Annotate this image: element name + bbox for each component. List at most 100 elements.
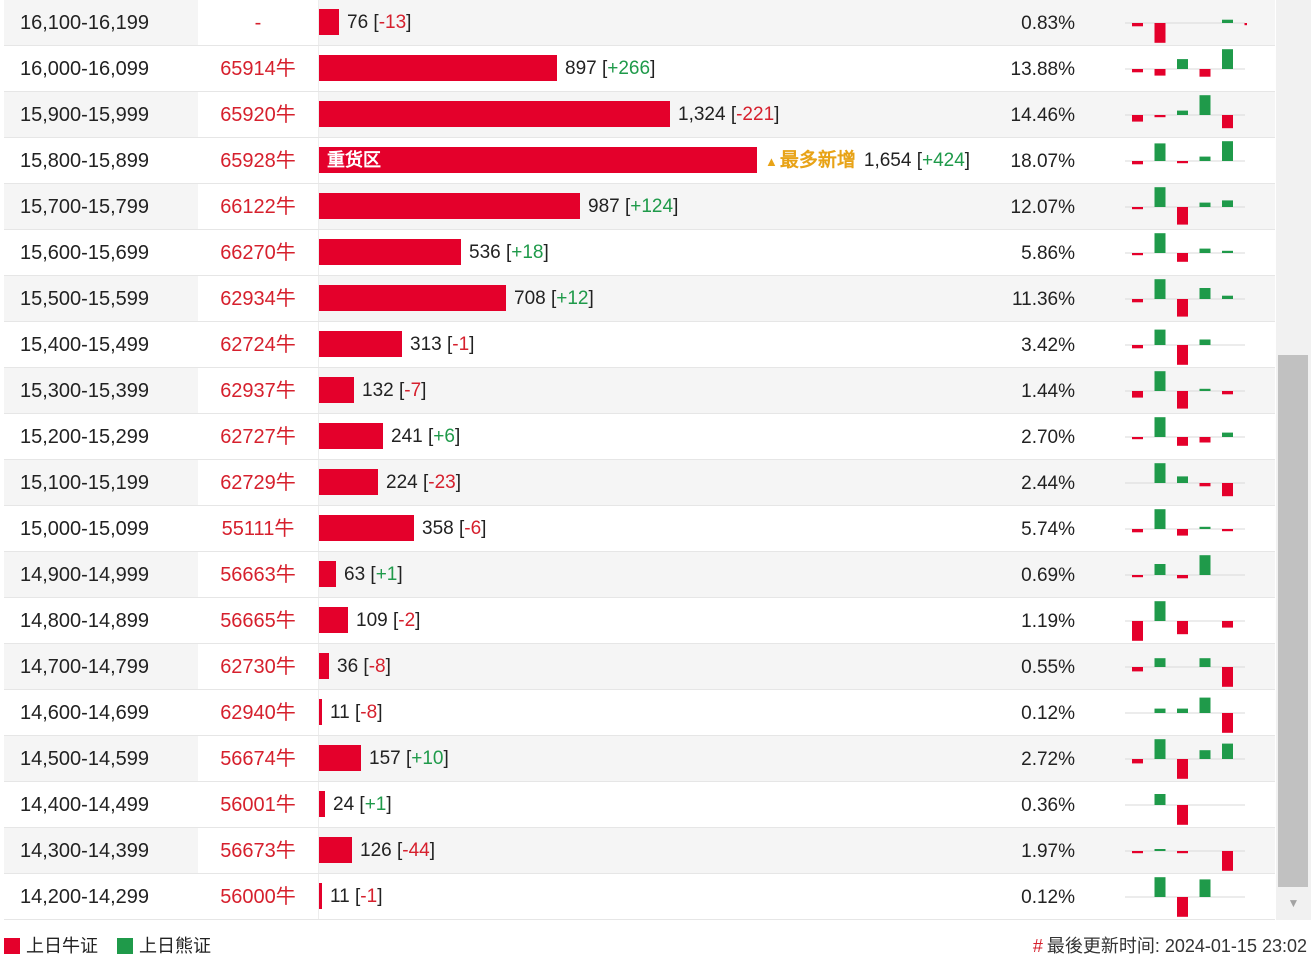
- trend-sparkline: [1125, 601, 1245, 641]
- price-range: 15,200-15,299: [20, 426, 150, 448]
- sparkline-bar: [1222, 295, 1233, 299]
- heavy-zone-label: 重货区: [327, 150, 381, 170]
- table-row[interactable]: 15,600-15,699 66270牛 536 [+18] 5.86%: [4, 230, 1275, 276]
- warrant-code-link[interactable]: 65914牛: [198, 46, 318, 91]
- sparkline-bar: [1177, 575, 1188, 579]
- trend-sparkline: [1125, 279, 1245, 317]
- table-row[interactable]: 15,500-15,599 62934牛 708 [+12] 11.36%: [4, 276, 1275, 322]
- quantity-number: 241: [391, 426, 423, 447]
- legend-label-bull: 上日牛证: [26, 936, 98, 956]
- quantity-value: 11 [-1]: [330, 886, 383, 907]
- warrant-code-link[interactable]: 65920牛: [198, 92, 318, 137]
- sparkline-bar: [1132, 253, 1143, 256]
- warrant-code-link[interactable]: 55111牛: [198, 506, 318, 551]
- table-row[interactable]: 15,200-15,299 62727牛 241 [+6] 2.70%: [4, 414, 1275, 460]
- trend-sparkline: [1125, 849, 1245, 871]
- vertical-scrollbar[interactable]: ▼: [1276, 0, 1311, 920]
- table-row[interactable]: 14,400-14,499 56001牛 24 [+1] 0.36%: [4, 782, 1275, 828]
- trend-sparkline: [1125, 417, 1245, 446]
- table-row[interactable]: 15,400-15,499 62724牛 313 [-1] 3.42%: [4, 322, 1275, 368]
- warrant-code-link[interactable]: 65928牛: [198, 138, 318, 183]
- last-updated-text: 最後更新时间: 2024-01-15 23:02: [1046, 936, 1307, 956]
- warrant-code-link[interactable]: 62724牛: [198, 322, 318, 367]
- sparkline-bar: [1199, 658, 1211, 667]
- bull-swatch-icon: [4, 938, 20, 954]
- percentage: 14.46%: [1010, 105, 1075, 126]
- trend-sparkline: [1125, 555, 1245, 579]
- quantity-change: -1: [452, 334, 470, 355]
- warrant-code-link[interactable]: 56665牛: [198, 598, 318, 643]
- table-row[interactable]: 14,500-14,599 56674牛 157 [+10] 2.72%: [4, 736, 1275, 782]
- sparkline-bar: [1154, 371, 1166, 391]
- table-row[interactable]: 14,200-14,299 56000牛 11 [-1] 0.12%: [4, 874, 1275, 920]
- warrant-code-link[interactable]: 66122牛: [198, 184, 318, 229]
- table-row[interactable]: 14,700-14,799 62730牛 36 [-8] 0.55%: [4, 644, 1275, 690]
- sparkline-bar: [1154, 794, 1166, 805]
- warrant-code-link[interactable]: 66270牛: [198, 230, 318, 275]
- sparkline-bar: [1132, 667, 1143, 672]
- percentage: 12.07%: [1010, 197, 1075, 218]
- sparkline-bar: [1154, 329, 1166, 345]
- quantity-number: 987: [588, 196, 620, 217]
- quantity-number: 313: [410, 334, 442, 355]
- column-divider: [318, 736, 319, 781]
- warrant-code-link[interactable]: 62730牛: [198, 644, 318, 689]
- warrant-code-link[interactable]: 62937牛: [198, 368, 318, 413]
- sparkline-bar: [1199, 483, 1211, 487]
- table-row[interactable]: 14,800-14,899 56665牛 109 [-2] 1.19%: [4, 598, 1275, 644]
- trend-sparkline: [1125, 19, 1247, 43]
- price-range: 15,500-15,599: [20, 288, 150, 310]
- table-row[interactable]: 15,900-15,999 65920牛 1,324 [-221] 14.46%: [4, 92, 1275, 138]
- percentage: 2.70%: [1021, 427, 1075, 448]
- table-row[interactable]: 15,300-15,399 62937牛 132 [-7] 1.44%: [4, 368, 1275, 414]
- quantity-number: 536: [469, 242, 501, 263]
- quantity-value: 358 [-6]: [422, 518, 487, 539]
- sparkline-bar: [1132, 575, 1143, 578]
- warrant-code-link[interactable]: 62940牛: [198, 690, 318, 735]
- table-row[interactable]: 16,100-16,199 - 76 [-13] 0.83%: [4, 0, 1275, 46]
- sparkline-bar: [1222, 851, 1233, 871]
- sparkline-bar: [1244, 23, 1247, 26]
- sparkline-bar: [1132, 759, 1143, 764]
- sparkline-bar: [1177, 437, 1188, 446]
- warrant-code-link[interactable]: 56001牛: [198, 782, 318, 827]
- sparkline-bar: [1199, 95, 1211, 115]
- table-row[interactable]: 15,800-15,899 65928牛 重货区 ▲ 最多新增 1,654 [+424] 1…: [4, 138, 1275, 184]
- price-range: 14,800-14,899: [20, 610, 150, 632]
- quantity-change: +12: [556, 288, 589, 309]
- warrant-code-link[interactable]: 56674牛: [198, 736, 318, 781]
- quantity-value: ▲ 最多新增 1,654 [+424]: [765, 150, 971, 171]
- sparkline-bar: [1132, 115, 1143, 122]
- column-divider: [318, 552, 319, 597]
- scroll-down-arrow-icon[interactable]: ▼: [1287, 896, 1300, 910]
- table-row[interactable]: 15,100-15,199 62729牛 224 [-23] 2.44%: [4, 460, 1275, 506]
- table-row[interactable]: 15,700-15,799 66122牛 987 [+124] 12.07%: [4, 184, 1275, 230]
- table-row[interactable]: 15,000-15,099 55111牛 358 [-6] 5.74%: [4, 506, 1275, 552]
- warrant-code-link[interactable]: 62727牛: [198, 414, 318, 459]
- sparkline-bar: [1154, 708, 1166, 713]
- sparkline-bar: [1222, 713, 1233, 733]
- warrant-code-link[interactable]: 56000牛: [198, 874, 318, 919]
- last-updated: # 最後更新时间: 2024-01-15 23:02: [1033, 932, 1307, 958]
- warrant-code-link[interactable]: 56673牛: [198, 828, 318, 873]
- warrant-code-link: -: [198, 0, 318, 45]
- warrant-code-link[interactable]: 62934牛: [198, 276, 318, 321]
- sparkline-bar: [1154, 417, 1166, 437]
- sparkline-bar: [1132, 621, 1143, 641]
- percentage: 0.12%: [1021, 703, 1075, 724]
- scrollbar-thumb[interactable]: [1278, 355, 1308, 887]
- table-row[interactable]: 16,000-16,099 65914牛 897 [+266] 13.88%: [4, 46, 1275, 92]
- table-row[interactable]: 14,900-14,999 56663牛 63 [+1] 0.69%: [4, 552, 1275, 598]
- warrant-code-link[interactable]: 62729牛: [198, 460, 318, 505]
- quantity-change: -7: [404, 380, 422, 401]
- trend-sparkline: [1125, 794, 1245, 825]
- quantity-number: 36: [337, 656, 359, 677]
- table-row[interactable]: 14,600-14,699 62940牛 11 [-8] 0.12%: [4, 690, 1275, 736]
- price-range: 15,000-15,099: [20, 518, 150, 540]
- quantity-change: -2: [398, 610, 416, 631]
- quantity-number: 11: [330, 702, 350, 723]
- sparkline-bar: [1177, 708, 1188, 713]
- quantity-bar: [319, 699, 322, 725]
- table-row[interactable]: 14,300-14,399 56673牛 126 [-44] 1.97%: [4, 828, 1275, 874]
- warrant-code-link[interactable]: 56663牛: [198, 552, 318, 597]
